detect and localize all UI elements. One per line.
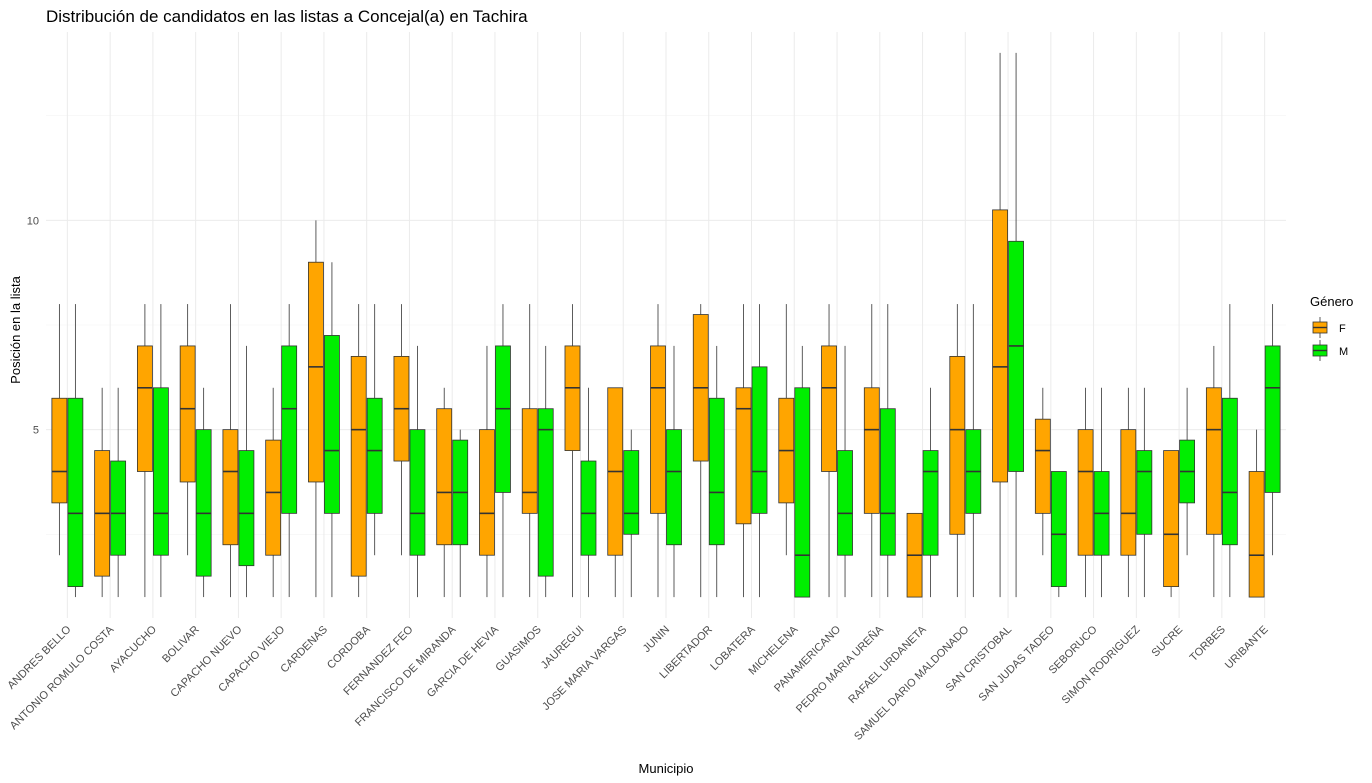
x-tick-label: URIBANTE <box>1223 624 1271 672</box>
box-m <box>1136 450 1153 535</box>
box-f <box>1163 450 1180 588</box>
x-tick-label: SAN JUDAS TADEO <box>977 623 1058 704</box>
x-tick-label: CAPACHO NUEVO <box>168 623 245 700</box>
x-tick-label: JUNIN <box>641 624 672 655</box>
box-f <box>1120 429 1137 556</box>
box-f <box>308 261 324 483</box>
box-m <box>666 429 682 546</box>
x-axis-title: Municipio <box>639 761 694 776</box>
y-tick-label: 5 <box>33 425 39 437</box>
box-m <box>922 450 939 556</box>
box-f <box>863 387 880 514</box>
box-f <box>650 345 666 514</box>
boxes <box>51 52 1281 598</box>
box-f <box>564 345 581 451</box>
legend-label-m: M <box>1339 346 1348 358</box>
box-m <box>366 397 383 514</box>
box-m <box>1008 240 1024 472</box>
y-tick-label: 10 <box>27 215 39 227</box>
box-m <box>1264 345 1281 493</box>
legend-label-f: F <box>1339 323 1346 335</box>
x-tick-label: GARCIA DE HEVIA <box>425 623 502 700</box>
box-m <box>1221 397 1238 546</box>
box-f <box>1077 429 1094 556</box>
box-f <box>222 429 239 546</box>
box-m <box>879 408 896 556</box>
box-f <box>436 408 453 546</box>
x-tick-label: SUCRE <box>1150 624 1186 660</box>
box-m <box>324 335 340 514</box>
box-f <box>350 355 367 577</box>
box-f <box>1248 471 1265 598</box>
box-m <box>1050 471 1067 588</box>
x-tick-label: GUASIMOS <box>493 624 543 674</box>
box-f <box>821 345 837 472</box>
legend: Género FM <box>1310 294 1353 361</box>
box-m <box>495 345 511 493</box>
box-m <box>281 345 298 514</box>
y-axis-title: Posición en la lista <box>8 275 23 383</box>
x-tick-label: AYACUCHO <box>108 623 160 675</box>
y-axis-ticks: 5 10 <box>27 215 39 436</box>
box-m <box>837 450 853 556</box>
box-m <box>152 387 169 556</box>
box-f <box>51 397 68 504</box>
box-f <box>265 439 282 556</box>
box-f <box>479 429 495 556</box>
box-m <box>580 460 597 556</box>
box-f <box>1205 387 1222 535</box>
box-f <box>949 355 966 535</box>
box-m <box>794 387 811 598</box>
box-f <box>521 408 538 514</box>
box-f <box>992 209 1008 483</box>
box-m <box>110 460 127 556</box>
x-tick-label: RAFAEL URDANETA <box>846 623 929 706</box>
box-m <box>409 429 426 556</box>
x-tick-label: PEDRO MARIA UREÑA <box>793 622 886 715</box>
x-tick-label: JOSE MARIA VARGAS <box>540 624 629 713</box>
legend-title: Género <box>1310 294 1353 309</box>
x-tick-label: SIMON RODRIGUEZ <box>1060 623 1143 706</box>
box-m <box>751 366 768 514</box>
box-f <box>735 387 752 525</box>
box-f <box>179 345 196 483</box>
chart-title: Distribución de candidatos en las listas… <box>46 7 528 26</box>
box-f <box>136 345 153 472</box>
box-m <box>623 450 640 535</box>
x-tick-label: TORBES <box>1188 624 1228 664</box>
grid <box>46 32 1286 618</box>
box-m <box>195 429 212 577</box>
box-m <box>537 408 554 577</box>
box-m <box>67 397 84 588</box>
box-m <box>238 450 255 567</box>
box-m <box>708 397 725 546</box>
x-tick-label: BOLIVAR <box>160 624 202 666</box>
box-f <box>1034 418 1051 514</box>
